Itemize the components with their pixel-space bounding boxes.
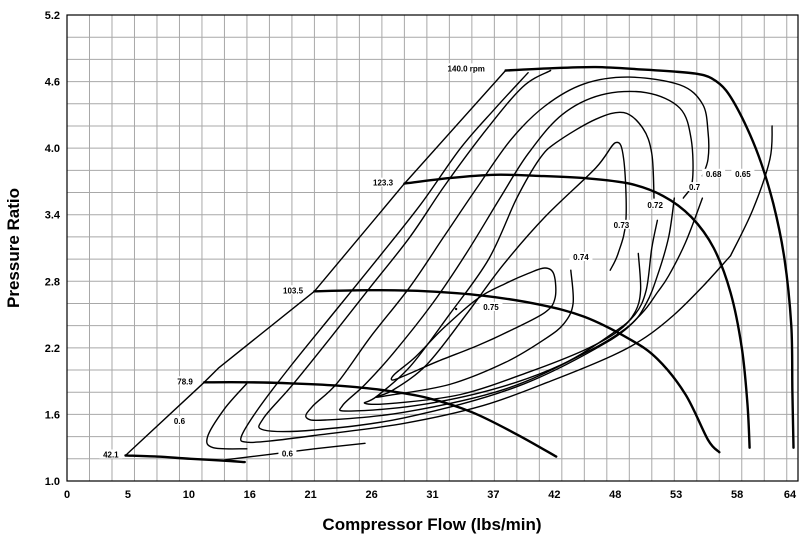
efficiency-label-bg <box>702 168 726 178</box>
speed-line-42-1 <box>124 454 246 464</box>
speed-label-bg <box>369 177 398 187</box>
peak-marker <box>454 307 458 311</box>
speed-label-bg <box>173 376 197 386</box>
y-tick-label: 4.0 <box>45 143 60 155</box>
efficiency-label-bg <box>569 251 593 261</box>
efficiency-islands <box>206 69 773 461</box>
efficiency-label-bg <box>278 448 297 458</box>
speed-label: 140.0 rpm <box>448 64 485 73</box>
curve-labels: 42.1 78.9 103.5 123.3 140.0 rpm 0.75 0.74 0.73 0… <box>99 63 755 459</box>
efficiency-label: 0.74 <box>573 253 589 262</box>
efficiency-line-0-74 <box>375 141 627 398</box>
x-tick-label: 16 <box>244 489 256 501</box>
efficiency-label-bg <box>479 301 503 311</box>
x-tick-label: 64 <box>784 489 797 501</box>
efficiency-label: 0.6 <box>282 449 294 458</box>
efficiency-label: 0.72 <box>647 201 663 210</box>
efficiency-label-bg <box>643 199 667 209</box>
efficiency-label-bg <box>685 182 704 192</box>
surge-line <box>125 70 507 457</box>
efficiency-label: 0.7 <box>689 183 701 192</box>
speed-label: 78.9 <box>177 377 193 386</box>
x-tick-label: 42 <box>548 489 560 501</box>
efficiency-label: 0.6 <box>174 417 186 426</box>
efficiency-label: 0.75 <box>483 303 499 312</box>
efficiency-label: 0.65 <box>735 170 751 179</box>
efficiency-line-0-73 <box>363 111 655 405</box>
speed-lines <box>124 65 795 464</box>
efficiency-label: 0.68 <box>706 170 722 179</box>
x-tick-label: 37 <box>487 489 499 501</box>
efficiency-line-0-68 <box>258 69 704 433</box>
x-tick-label: 0 <box>64 489 70 501</box>
efficiency-line-0-7 <box>305 76 710 422</box>
y-tick-label: 2.8 <box>45 276 60 288</box>
x-tick-label: 10 <box>183 489 195 501</box>
efficiency-line-0-72 <box>339 90 694 412</box>
speed-label-bg <box>279 285 308 295</box>
speed-line-78-9 <box>203 381 558 458</box>
efficiency-label-bg <box>170 416 189 426</box>
x-tick-label: 53 <box>670 489 682 501</box>
efficiency-label: 0.73 <box>614 221 630 230</box>
speed-label-bg <box>99 449 123 459</box>
x-tick-label: 58 <box>731 489 743 501</box>
efficiency-line-0-65 <box>240 72 732 444</box>
speed-label: 123.3 <box>373 179 394 188</box>
speed-label: 42.1 <box>103 450 119 459</box>
y-tick-label: 1.6 <box>45 409 60 421</box>
x-tick-label: 21 <box>305 489 317 501</box>
y-axis-title: Pressure Ratio <box>4 188 23 308</box>
x-axis-tick-labels: 0 5 10 16 21 26 31 37 42 48 53 58 64 <box>64 489 797 501</box>
speed-label-bg <box>442 63 491 73</box>
x-axis-title: Compressor Flow (lbs/min) <box>322 515 541 534</box>
y-axis-tick-labels: 1.0 1.6 2.2 2.8 3.4 4.0 4.6 5.2 <box>45 10 61 488</box>
y-tick-label: 1.0 <box>45 476 60 488</box>
y-tick-label: 5.2 <box>45 10 60 22</box>
x-tick-label: 5 <box>125 489 131 501</box>
efficiency-line-0-6 <box>206 382 248 450</box>
efficiency-label-bg <box>731 168 755 178</box>
speed-line-103-5 <box>313 289 721 454</box>
efficiency-line-0-65 <box>729 125 773 257</box>
speed-line-123-3 <box>403 173 751 449</box>
y-tick-label: 2.2 <box>45 343 60 355</box>
x-tick-label: 31 <box>426 489 438 501</box>
x-tick-label: 48 <box>609 489 621 501</box>
y-tick-label: 3.4 <box>45 210 61 222</box>
plot-frame <box>66 14 799 482</box>
speed-label: 103.5 <box>283 286 304 295</box>
y-tick-label: 4.6 <box>45 77 60 89</box>
speed-line-140-0 <box>504 65 795 449</box>
grid <box>66 14 799 482</box>
x-tick-label: 26 <box>365 489 377 501</box>
efficiency-line-0-75 <box>390 267 557 381</box>
efficiency-label-bg <box>609 219 633 229</box>
